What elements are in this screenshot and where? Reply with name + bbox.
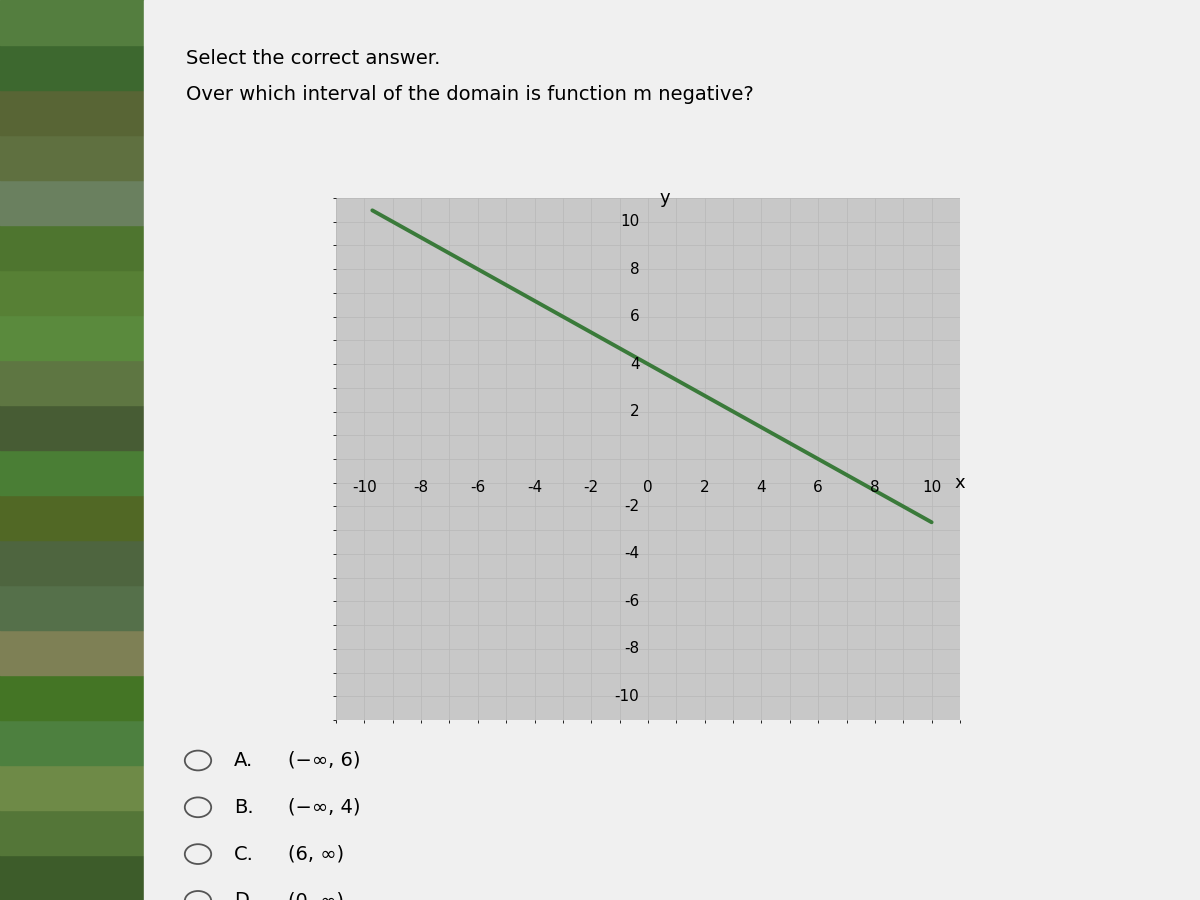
Bar <box>0 675 156 720</box>
Text: 6: 6 <box>814 481 823 495</box>
Text: 4: 4 <box>757 481 767 495</box>
Bar <box>0 45 156 90</box>
Text: -4: -4 <box>527 481 542 495</box>
Text: -2: -2 <box>624 499 640 514</box>
Bar <box>0 135 156 180</box>
Text: D.: D. <box>234 891 256 900</box>
Text: 8: 8 <box>870 481 880 495</box>
Bar <box>0 720 156 765</box>
Text: -10: -10 <box>352 481 377 495</box>
Text: 4: 4 <box>630 356 640 372</box>
Text: (6, ∞): (6, ∞) <box>288 844 344 864</box>
Bar <box>0 315 156 360</box>
Text: B.: B. <box>234 797 253 817</box>
Bar <box>0 630 156 675</box>
Text: Over which interval of the domain is function m negative?: Over which interval of the domain is fun… <box>186 85 754 104</box>
Text: -2: -2 <box>583 481 599 495</box>
Text: -6: -6 <box>470 481 486 495</box>
Text: 2: 2 <box>630 404 640 419</box>
Text: (0, ∞): (0, ∞) <box>288 891 344 900</box>
Bar <box>0 585 156 630</box>
Text: -4: -4 <box>624 546 640 562</box>
Bar <box>0 810 156 855</box>
Bar <box>0 855 156 900</box>
Bar <box>0 405 156 450</box>
Bar <box>0 360 156 405</box>
Text: C.: C. <box>234 844 254 864</box>
Text: -10: -10 <box>614 688 640 704</box>
Text: 8: 8 <box>630 262 640 276</box>
Text: Select the correct answer.: Select the correct answer. <box>186 49 440 68</box>
Text: (−∞, 6): (−∞, 6) <box>288 751 360 770</box>
Bar <box>0 180 156 225</box>
Text: -8: -8 <box>414 481 428 495</box>
Bar <box>0 765 156 810</box>
Bar <box>0 90 156 135</box>
Text: 6: 6 <box>630 309 640 324</box>
Bar <box>0 495 156 540</box>
Text: 0: 0 <box>643 481 653 495</box>
Bar <box>0 225 156 270</box>
Text: y: y <box>660 189 671 207</box>
Text: -6: -6 <box>624 594 640 609</box>
Text: (−∞, 4): (−∞, 4) <box>288 797 360 817</box>
Bar <box>0 0 156 45</box>
Bar <box>144 0 1200 900</box>
Text: 10: 10 <box>620 214 640 230</box>
Bar <box>0 450 156 495</box>
Text: 10: 10 <box>922 481 941 495</box>
Bar <box>0 270 156 315</box>
Bar <box>0 540 156 585</box>
Text: A.: A. <box>234 751 253 770</box>
Text: -8: -8 <box>624 642 640 656</box>
Text: 2: 2 <box>700 481 709 495</box>
Text: x: x <box>955 473 965 491</box>
